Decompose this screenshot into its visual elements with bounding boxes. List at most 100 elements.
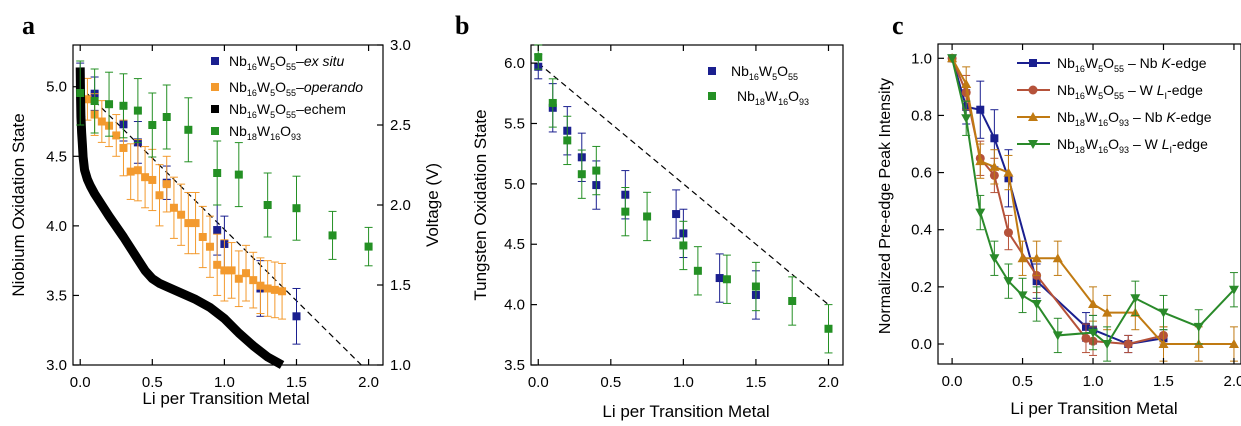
series-1-point — [169, 203, 178, 212]
panel-a-marks — [75, 60, 373, 369]
c-series-2-point — [1088, 299, 1099, 308]
legend-swatch-b-nb16 — [708, 67, 716, 75]
series-3-point — [234, 170, 243, 179]
series-3-point — [119, 101, 128, 110]
b-series-1-point — [563, 136, 572, 145]
panel-a-legend: Nb16W5O55–ex situ Nb16W5O55–operando Nb1… — [211, 53, 363, 142]
series-1-point — [220, 266, 229, 275]
b-series-1-point — [751, 282, 760, 291]
series-3-point — [184, 125, 193, 134]
c-series-0-point — [976, 105, 985, 114]
legend-label-c-nb16-w: Nb16W5O55 – W LI-edge — [1057, 82, 1203, 101]
legend-label-nb16-operando: Nb16W5O55–operando — [229, 79, 363, 98]
series-1-point — [242, 269, 251, 278]
y-tick-label: 5.0 — [46, 79, 67, 96]
series-1-point — [119, 143, 128, 152]
reference-dashed-line — [537, 62, 829, 306]
c-series-1-point — [1003, 228, 1013, 238]
x-tick-label: 0.0 — [528, 374, 549, 391]
panel-b-marks — [534, 44, 833, 354]
x-tick-label: 0.0 — [70, 374, 91, 391]
c-series-3-line — [951, 58, 1235, 346]
y2-tick-label: 2.0 — [390, 197, 411, 214]
series-1-point — [148, 175, 157, 184]
series-1-point — [249, 276, 258, 285]
y2-tick-label: 3.0 — [390, 37, 411, 54]
panel-c-label: c — [892, 11, 904, 40]
panel-b-x-axis-label: Li per Transition Metal — [602, 402, 769, 421]
panel-c-y-axis-label: Normalized Pre-edge Peak Intensity — [877, 78, 894, 334]
x-tick-label: 0.5 — [142, 374, 163, 391]
c-series-3-point — [1130, 294, 1141, 304]
c-series-2-point — [975, 156, 986, 166]
x-tick-label: 0.0 — [942, 373, 963, 390]
c-series-0-point — [990, 134, 999, 143]
panel-c-x-ticks: 0.0 0.5 1.0 1.5 2.0 — [942, 44, 1241, 390]
x-tick-label: 0.5 — [1012, 373, 1033, 390]
c-series-2-point — [1052, 253, 1063, 263]
c-series-3-point — [947, 54, 958, 64]
panel-c-marks — [947, 53, 1239, 362]
series-1-point — [198, 233, 207, 241]
legend-marker-c-nb16-nb — [1029, 59, 1037, 67]
c-series-3-point — [1193, 322, 1204, 332]
panel-b-x-ticks: 0.0 0.5 1.0 1.5 2.0 — [528, 45, 839, 391]
panel-b-legend: Nb16W5O55 Nb18W16O93 — [708, 63, 809, 107]
series-1-point — [97, 117, 106, 126]
series-3-point — [133, 106, 142, 115]
panel-b-y-axis-label: Tungsten Oxidation State — [471, 109, 490, 300]
c-series-3-point — [1017, 291, 1028, 301]
x-tick-label: 0.5 — [600, 374, 621, 391]
c-series-1-point — [1081, 333, 1091, 343]
c-series-3-point — [1228, 285, 1239, 295]
x-tick-label: 2.0 — [1224, 373, 1241, 390]
c-series-2-point — [1017, 253, 1028, 263]
y-tick-label: 0.8 — [911, 107, 932, 124]
legend-label-b-nb18: Nb18W16O93 — [737, 88, 809, 107]
series-0-point — [292, 312, 301, 321]
legend-label-c-nb16-nb: Nb16W5O55 – Nb K-edge — [1057, 55, 1207, 74]
c-series-1-point — [1123, 339, 1133, 349]
c-series-2-point — [961, 79, 972, 88]
y-tick-label: 1.0 — [911, 50, 932, 67]
series-1-point — [270, 285, 279, 294]
b-series-1-point — [824, 324, 833, 333]
series-1-point — [184, 219, 193, 228]
series-1-point — [191, 219, 200, 228]
b-series-0-point — [715, 274, 724, 283]
y-tick-label: 4.0 — [46, 218, 67, 235]
b-series-1-point — [577, 170, 586, 179]
panel-a-y2-ticks: 1.0 1.5 2.0 2.5 3.0 — [377, 37, 411, 374]
c-series-2-point — [1031, 253, 1042, 263]
c-series-3-point — [1052, 331, 1063, 341]
series-1-point — [263, 284, 272, 293]
legend-swatch-b-nb18 — [708, 92, 716, 100]
panel-a-label: a — [22, 11, 35, 40]
series-3-point — [90, 97, 99, 105]
legend-label-nb16-exsitu: Nb16W5O55–ex situ — [229, 53, 345, 72]
series-1-point — [133, 166, 142, 175]
series-3-point — [364, 242, 373, 251]
echem-voltage-curve — [75, 67, 285, 369]
series-1-point — [234, 274, 243, 283]
series-1-point — [278, 287, 287, 296]
panel-b-plot-frame — [530, 44, 844, 366]
y2-tick-label: 1.5 — [390, 277, 411, 294]
series-3-point — [105, 100, 114, 109]
panel-c-legend: Nb16W5O55 – Nb K-edge Nb16W5O55 – W LI-e… — [1017, 55, 1212, 155]
series-1-point — [205, 242, 214, 251]
legend-swatch-nb18 — [211, 127, 219, 135]
b-series-0-point — [672, 210, 681, 219]
c-series-3-point — [989, 254, 1000, 264]
x-tick-label: 2.0 — [818, 374, 839, 391]
b-series-1-point — [788, 297, 797, 305]
panel-a-y-axis-label: Niobium Oxidation State — [9, 113, 28, 296]
series-3-point — [263, 201, 272, 209]
legend-swatch-nb16-operando — [211, 83, 219, 91]
c-series-3-point — [1088, 328, 1099, 338]
y-tick-label: 4.5 — [504, 236, 525, 253]
legend-label-nb16-echem: Nb16W5O55–echem — [229, 101, 346, 120]
y-tick-label: 5.0 — [504, 176, 525, 193]
series-0-point — [213, 226, 222, 235]
